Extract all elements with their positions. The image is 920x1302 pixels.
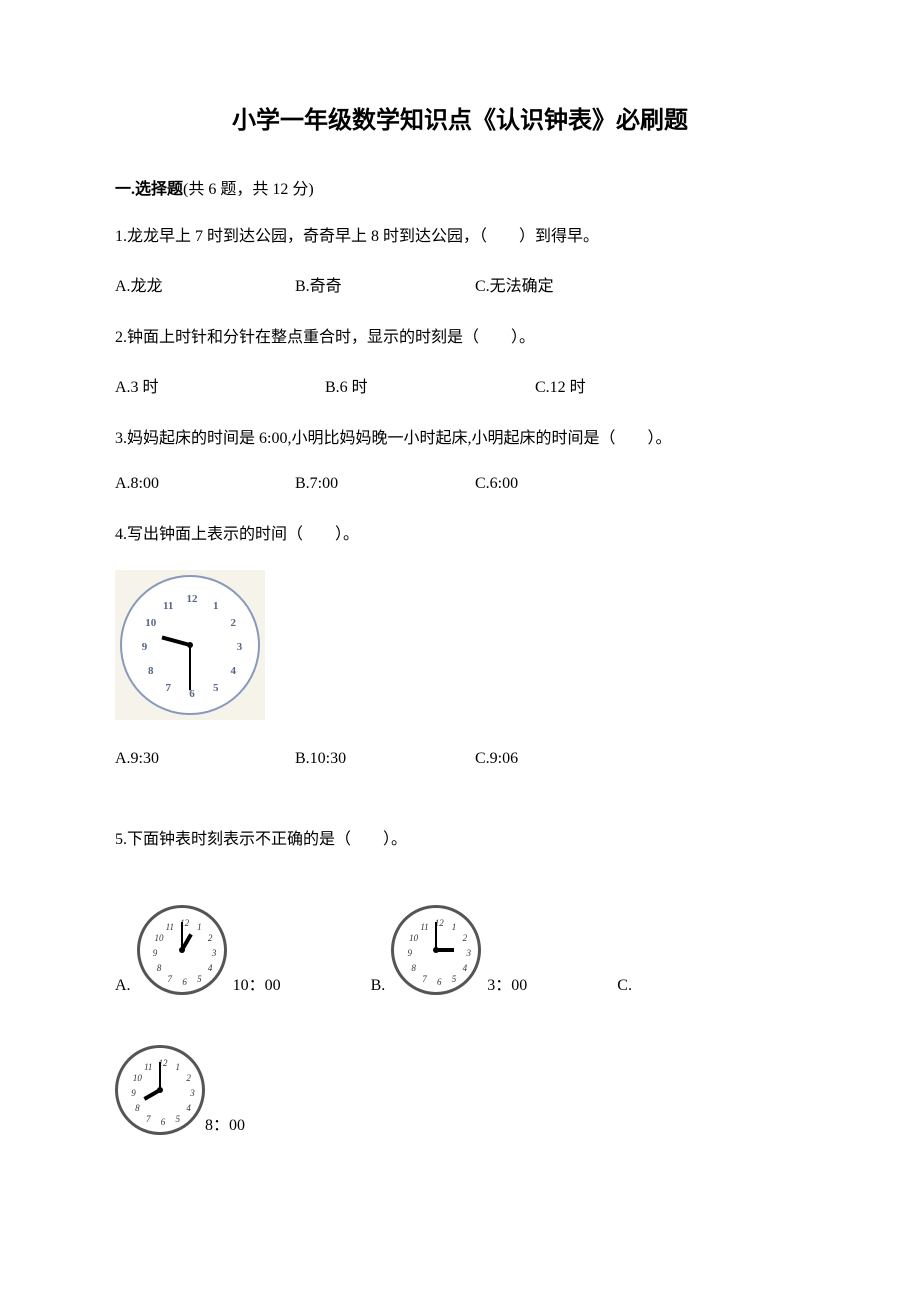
section-count: (共 6 题，共 12 分) (183, 181, 314, 198)
q5-a-letter: A. (115, 977, 131, 995)
q5-option-b: B. 121234567891011 3：00 (371, 905, 528, 995)
q4-option-c: C.9:06 (475, 750, 655, 768)
q4-options: A.9:30 B.10:30 C.9:06 (115, 750, 805, 768)
page-title: 小学一年级数学知识点《认识钟表》必刷题 (115, 100, 805, 135)
q5-options-row1: A. 121234567891011 10：00 B. 121234567891… (115, 905, 805, 995)
q1-options: A.龙龙 B.奇奇 C.无法确定 (115, 272, 805, 296)
q4-option-a: A.9:30 (115, 750, 295, 768)
q1-option-b: B.奇奇 (295, 272, 475, 296)
clock-face-icon: 121234567891011 (120, 575, 260, 715)
clock-face-icon: 121234567891011 (115, 1045, 205, 1135)
q5-b-text: 3：00 (487, 971, 527, 995)
q4-option-b: B.10:30 (295, 750, 475, 768)
q2-options: A.3 时 B.6 时 C.12 时 (115, 373, 805, 397)
q4-text: 4.写出钟面上表示的时间（ ）。 (115, 521, 805, 548)
q3-text: 3.妈妈起床的时间是 6:00,小明比妈妈晚一小时起床,小明起床的时间是（ ）。 (115, 425, 805, 452)
q3-option-a: A.8:00 (115, 475, 295, 493)
q1-text: 1.龙龙早上 7 时到达公园，奇奇早上 8 时到达公园，（ ）到得早。 (115, 223, 805, 250)
q5-text: 5.下面钟表时刻表示不正确的是（ ）。 (115, 826, 805, 853)
section-header: 一.选择题(共 6 题，共 12 分) (115, 175, 805, 199)
q5-option-c: 121234567891011 8：00 (115, 1045, 805, 1135)
q2-option-a: A.3 时 (115, 373, 325, 397)
clock-face-icon: 121234567891011 (391, 905, 481, 995)
q3-option-b: B.7:00 (295, 475, 475, 493)
q4-clock-image: 121234567891011 (115, 570, 265, 720)
q2-option-b: B.6 时 (325, 373, 535, 397)
q5-a-text: 10：00 (233, 971, 281, 995)
q5-b-letter: B. (371, 977, 386, 995)
q3-option-c: C.6:00 (475, 475, 655, 493)
q2-text: 2.钟面上时针和分针在整点重合时，显示的时刻是（ ）。 (115, 324, 805, 351)
section-label: 一.选择题 (115, 181, 183, 198)
q3-options: A.8:00 B.7:00 C.6:00 (115, 475, 805, 493)
q2-option-c: C.12 时 (535, 373, 745, 397)
q5-c-letter: C. (617, 977, 632, 995)
q1-option-c: C.无法确定 (475, 272, 655, 296)
clock-face-icon: 121234567891011 (137, 905, 227, 995)
q5-c-text: 8：00 (205, 1111, 245, 1135)
q5-option-a: A. 121234567891011 10：00 (115, 905, 281, 995)
q1-option-a: A.龙龙 (115, 272, 295, 296)
